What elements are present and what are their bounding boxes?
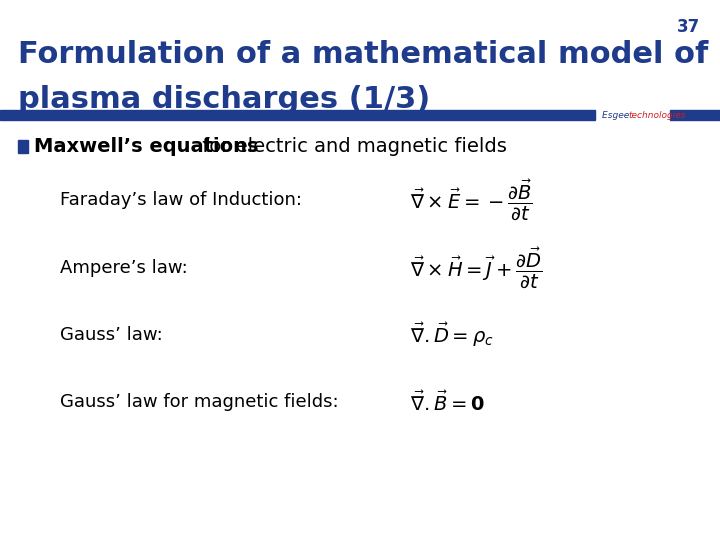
Bar xyxy=(18,140,28,153)
Text: Ampere’s law:: Ampere’s law: xyxy=(60,259,188,277)
Text: Maxwell’s equations: Maxwell’s equations xyxy=(34,137,258,156)
Bar xyxy=(0,110,595,120)
Text: plasma discharges (1/3): plasma discharges (1/3) xyxy=(18,85,431,114)
Text: Faraday’s law of Induction:: Faraday’s law of Induction: xyxy=(60,191,302,209)
Text: $\vec{\nabla} . \vec{D} = \rho_c$: $\vec{\nabla} . \vec{D} = \rho_c$ xyxy=(410,321,494,349)
Text: $\vec{\nabla} . \vec{B} = \mathbf{0}$: $\vec{\nabla} . \vec{B} = \mathbf{0}$ xyxy=(410,390,485,414)
Text: for electric and magnetic fields: for electric and magnetic fields xyxy=(196,137,507,156)
Text: Gauss’ law:: Gauss’ law: xyxy=(60,326,163,344)
Text: $\vec{\nabla} \times \vec{E} = -\dfrac{\partial \vec{B}}{\partial t}$: $\vec{\nabla} \times \vec{E} = -\dfrac{\… xyxy=(410,178,533,222)
Text: Gauss’ law for magnetic fields:: Gauss’ law for magnetic fields: xyxy=(60,393,338,411)
Text: technologies: technologies xyxy=(628,111,685,119)
Bar xyxy=(670,110,720,120)
Text: $\vec{\nabla} \times \vec{H} = \vec{J} + \dfrac{\partial \vec{D}}{\partial t}$: $\vec{\nabla} \times \vec{H} = \vec{J} +… xyxy=(410,246,542,291)
Text: Esgee: Esgee xyxy=(602,111,632,119)
Text: 37: 37 xyxy=(677,18,700,36)
Text: Formulation of a mathematical model of: Formulation of a mathematical model of xyxy=(18,40,708,69)
